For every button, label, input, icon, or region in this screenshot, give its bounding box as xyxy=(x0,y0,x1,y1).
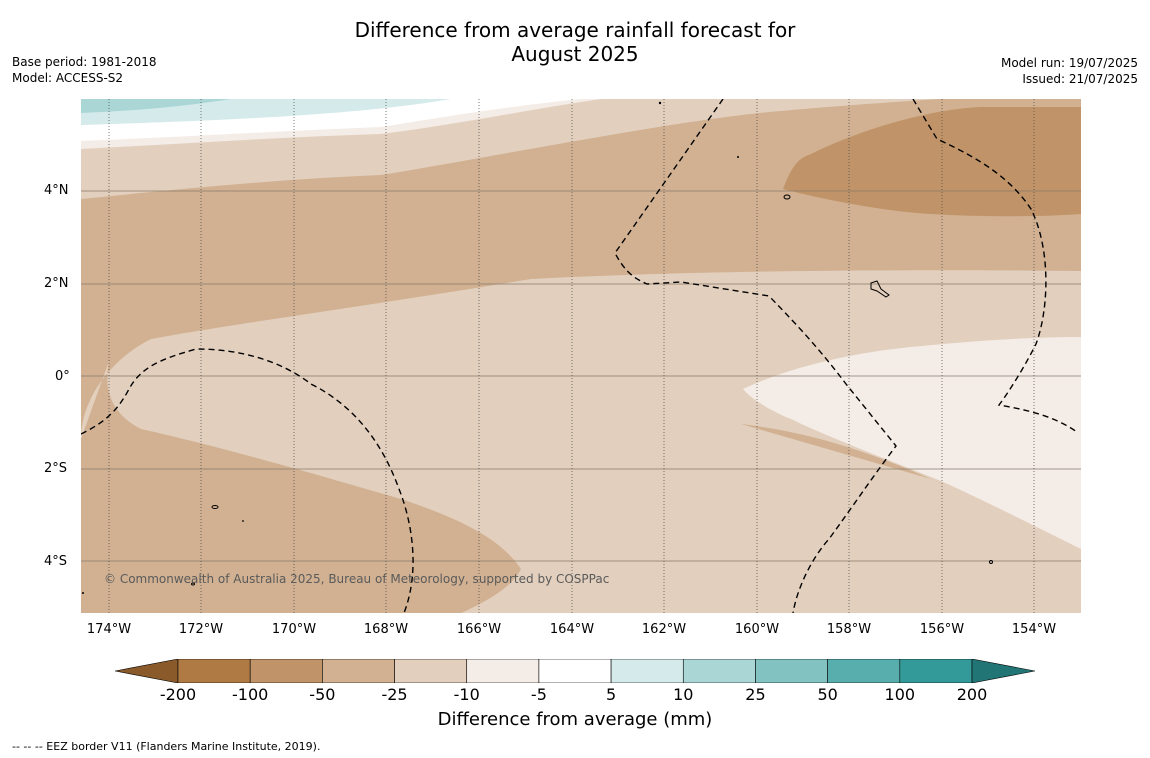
colorbar-tick-label: 5 xyxy=(605,685,617,704)
colorbar-tick-label: -200 xyxy=(159,685,197,704)
lon-label-160w: 160°W xyxy=(734,622,780,637)
colorbar-cell xyxy=(466,659,540,683)
colorbar-tick-label: 200 xyxy=(956,685,988,704)
island xyxy=(870,280,890,298)
field-minus-25-central xyxy=(81,270,1081,613)
colorbar-title: Difference from average (mm) xyxy=(437,709,713,730)
island xyxy=(989,560,993,564)
base-period: Base period: 1981-2018 xyxy=(12,55,157,69)
colorbar-extend-high xyxy=(971,659,1035,683)
lon-label-156w: 156°W xyxy=(919,622,965,637)
eez-border-central xyxy=(614,99,897,613)
map-svg xyxy=(81,99,1081,613)
forecast-map xyxy=(81,99,1081,613)
lon-label-174w: 174°W xyxy=(86,622,132,637)
lon-label-172w: 172°W xyxy=(178,622,224,637)
colorbar-cell xyxy=(249,659,323,683)
copyright-notice: © Commonwealth of Australia 2025, Bureau… xyxy=(104,572,610,586)
islands xyxy=(191,194,993,586)
eez-footnote: -- -- -- EEZ border V11 (Flanders Marine… xyxy=(12,740,321,753)
lat-gridlines xyxy=(81,190,1081,562)
colorbar-tick-label: 10 xyxy=(673,685,694,704)
lon-label-170w: 170°W xyxy=(271,622,317,637)
field-minus-10-southeast xyxy=(743,337,1081,549)
model-run: Model run: 19/07/2025 xyxy=(1000,56,1138,70)
colorbar-tick-label: 25 xyxy=(745,685,766,704)
field-minus-25-south xyxy=(461,424,1081,613)
colorbar-cell xyxy=(827,659,901,683)
lat-label-4n: 4°N xyxy=(44,183,69,198)
lon-label-162w: 162°W xyxy=(641,622,687,637)
colorbar-cell xyxy=(682,659,756,683)
eez-border-east xyxy=(912,99,1078,433)
colorbar-tick-label: -10 xyxy=(453,685,480,704)
title-line-2: August 2025 xyxy=(511,42,639,66)
island xyxy=(783,194,791,200)
colorbar xyxy=(115,659,1035,683)
colorbar-cell xyxy=(322,659,395,683)
issued-date: Issued: 21/07/2025 xyxy=(1022,72,1138,86)
meta-right: Model run: 19/07/2025 Issued: 21/07/2025 xyxy=(1001,55,1138,87)
lon-label-164w: 164°W xyxy=(549,622,595,637)
colorbar-tick-label: 50 xyxy=(817,685,838,704)
field-minus-100-northeast xyxy=(783,107,1081,217)
model-name: Model: ACCESS-S2 xyxy=(12,71,124,85)
colorbar-cell xyxy=(394,659,468,683)
title-line-1: Difference from average rainfall forecas… xyxy=(354,18,796,42)
lat-label-2s: 2°S xyxy=(44,461,68,476)
lon-label-158w: 158°W xyxy=(826,622,872,637)
colorbar-cell xyxy=(538,659,612,683)
meta-left: Base period: 1981-2018 Model: ACCESS-S2 xyxy=(12,54,157,86)
lon-label-166w: 166°W xyxy=(456,622,502,637)
eez-borders xyxy=(81,99,1078,613)
island xyxy=(211,505,219,509)
colorbar-tick-label: -25 xyxy=(381,685,408,704)
colorbar-cell xyxy=(177,659,251,683)
lon-label-168w: 168°W xyxy=(363,622,409,637)
chart-title: Difference from average rainfall forecas… xyxy=(0,18,1150,66)
colorbar-cell xyxy=(899,659,973,683)
colorbar-extend-low xyxy=(115,659,179,683)
island xyxy=(191,582,195,586)
colorbar-cell xyxy=(610,659,684,683)
colorbar-tick-label: 100 xyxy=(884,685,916,704)
lat-label-4s: 4°S xyxy=(44,554,68,569)
tiny-islands xyxy=(82,101,739,594)
lat-label-2n: 2°N xyxy=(44,276,69,291)
colorbar-cell xyxy=(755,659,828,683)
colorbar-tick-label: -5 xyxy=(530,685,547,704)
lon-label-154w: 154°W xyxy=(1011,622,1057,637)
colorbar-tick-label: -50 xyxy=(309,685,336,704)
colorbar-tick-label: -100 xyxy=(232,685,269,704)
lat-label-0: 0° xyxy=(55,369,70,384)
field-plus-10-north xyxy=(81,99,231,113)
